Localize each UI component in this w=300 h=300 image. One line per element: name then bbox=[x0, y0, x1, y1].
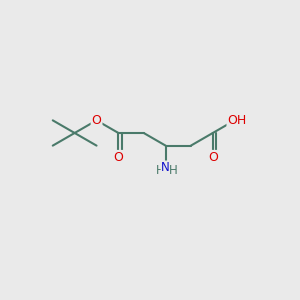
Text: O: O bbox=[92, 114, 101, 127]
Text: H: H bbox=[169, 164, 178, 176]
Text: OH: OH bbox=[227, 114, 247, 127]
Text: N: N bbox=[161, 161, 170, 174]
Text: O: O bbox=[208, 151, 218, 164]
Text: H: H bbox=[155, 164, 164, 176]
Text: O: O bbox=[113, 151, 123, 164]
